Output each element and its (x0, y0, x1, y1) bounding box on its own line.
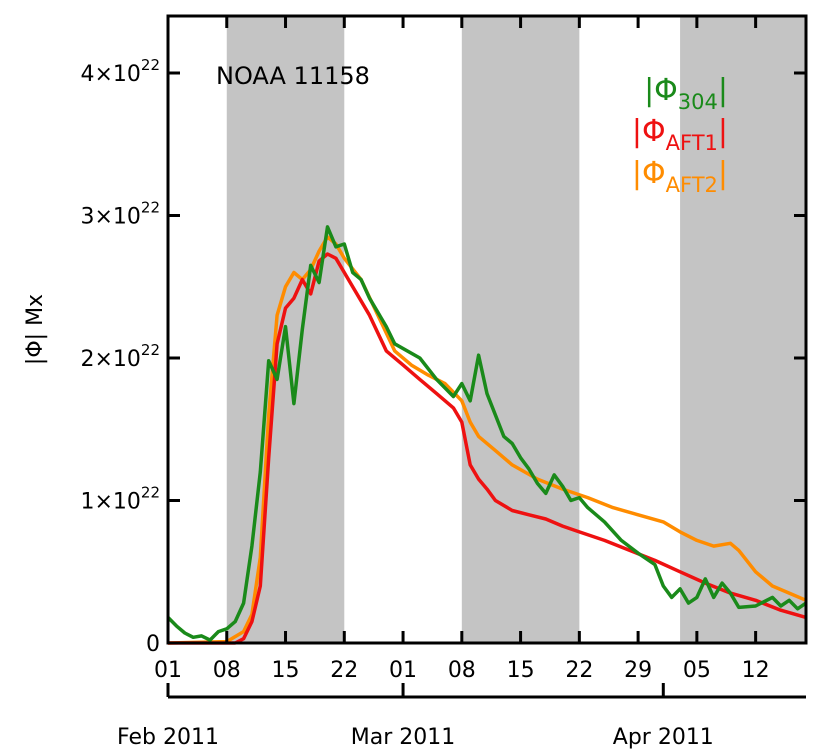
y-axis-label: |Φ| Mx (23, 294, 48, 365)
region-annotation: NOAA 11158 (216, 62, 370, 90)
legend-entry-304: |Φ304| (644, 73, 728, 114)
month-label: Mar 2011 (351, 725, 456, 750)
x-tick-label: 22 (330, 658, 358, 683)
x-tick-label: 22 (565, 658, 593, 683)
x-tick-label: 08 (213, 658, 241, 683)
x-tick-label: 15 (272, 658, 300, 683)
x-tick-label: 15 (507, 658, 535, 683)
month-label: Feb 2011 (117, 725, 219, 750)
shaded-intervals (226, 16, 806, 643)
y-tick-label: 0 (146, 632, 160, 657)
x-tick-label: 01 (154, 658, 182, 683)
x-tick-label: 08 (448, 658, 476, 683)
y-tick-label: 2×1022 (80, 341, 160, 372)
series-lines (166, 225, 807, 645)
legend-entry-aft2: |ΦAFT2| (632, 156, 728, 197)
y-tick-label: 4×1022 (80, 56, 160, 87)
y-tick-label: 3×1022 (80, 199, 160, 230)
shaded-interval-2 (461, 16, 580, 643)
x-tick-label: 01 (389, 658, 417, 683)
series-line-aft2 (167, 235, 807, 645)
month-label: Apr 2011 (613, 725, 714, 750)
plot-frame (166, 14, 808, 645)
month-axis: Feb 2011 Mar 2011 Apr 2011 (117, 683, 806, 750)
x-tick-label: 12 (742, 658, 770, 683)
series-line-304 (166, 225, 807, 642)
y-axis-ticks: 0 1×1022 2×1022 3×1022 4×1022 (80, 56, 806, 657)
x-axis-ticks: 01 08 15 22 01 08 15 22 29 05 12 (154, 16, 770, 683)
x-tick-label: 05 (683, 658, 711, 683)
legend-entry-aft1: |ΦAFT1| (632, 114, 728, 155)
x-tick-label: 29 (624, 658, 652, 683)
y-tick-label: 1×1022 (80, 484, 160, 515)
shaded-interval-3 (680, 16, 806, 643)
legend: |Φ304||ΦAFT1||ΦAFT2| (632, 73, 728, 197)
